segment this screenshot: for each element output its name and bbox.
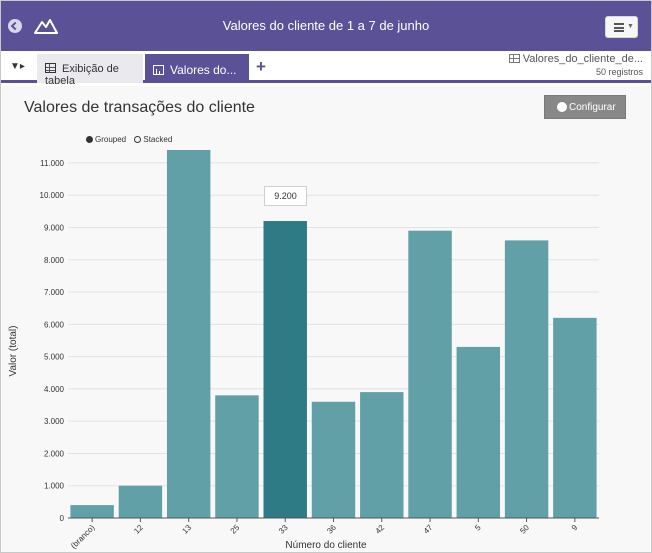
bar-chart: 0 1.000 2.000 3.000 4.000 5.000 6.000 7.000 8.00… [8, 150, 599, 551]
tab-chart-view[interactable]: Valores do... [145, 54, 249, 83]
y-tick-label: 0 [60, 514, 65, 523]
chevron-down-icon: ▼ [627, 23, 634, 30]
bar-tooltip: 9.200 [264, 186, 307, 206]
y-tick-label: 8.000 [44, 256, 65, 265]
x-tick-label: 47 [422, 523, 435, 536]
gear-icon [557, 102, 567, 112]
x-tick-label: 50 [518, 523, 531, 536]
grouped-label: Grouped [95, 135, 127, 144]
configure-button[interactable]: Configurar [544, 95, 626, 119]
title-bar: Valores do cliente de 1 a 7 de junho ▼ [1, 1, 651, 51]
hamburger-icon [614, 23, 624, 32]
bars [70, 150, 597, 518]
tab-bar: ▼▸ Exibição de tabela Valores do... + Va… [1, 51, 651, 87]
radio-unselected-icon [134, 136, 142, 143]
bar-50[interactable] [504, 240, 549, 518]
chart-mode-legend: Grouped Stacked [86, 135, 178, 144]
y-tick-label: 4.000 [44, 385, 65, 394]
x-tick-label: 13 [180, 523, 193, 536]
datasource-icon [508, 54, 520, 63]
bar-12[interactable] [118, 485, 163, 518]
bar-chart-icon [153, 65, 164, 75]
menu-button[interactable]: ▼ [605, 16, 638, 38]
grouped-option[interactable]: Grouped [86, 135, 126, 144]
tab-label: Exibição de tabela [45, 63, 119, 87]
stacked-option[interactable]: Stacked [134, 135, 172, 144]
configure-label: Configurar [569, 102, 616, 113]
y-tick-label: 5.000 [44, 353, 65, 362]
bar-47[interactable] [408, 230, 452, 518]
chart-title: Valores de transações do cliente [24, 99, 255, 116]
bar-5[interactable] [456, 346, 501, 518]
bar-25[interactable] [215, 395, 259, 518]
x-tick-label: 25 [229, 523, 242, 536]
bar-13[interactable] [166, 150, 211, 518]
dataset-info: Valores_do_cliente_de... 50 registros [508, 53, 643, 77]
add-tab-icon[interactable]: + [256, 57, 266, 76]
y-tick-label: 11.000 [40, 159, 64, 168]
radio-selected-icon [86, 136, 93, 143]
dataset-name[interactable]: Valores_do_cliente_de... [508, 53, 643, 65]
y-axis-label: Valor (total) [8, 326, 19, 377]
x-tick-label: 5 [473, 523, 483, 533]
window-title: Valores do cliente de 1 a 7 de junho [222, 18, 430, 33]
x-tick-label: (branco) [69, 523, 97, 551]
table-icon [45, 63, 56, 73]
tab-table-view[interactable]: Exibição de tabela [37, 54, 143, 87]
x-tick-label: 12 [132, 523, 145, 536]
bar-36[interactable] [311, 401, 356, 518]
mountain-logo-icon [34, 19, 58, 34]
x-tick-label: 33 [277, 523, 290, 536]
record-count: 50 registros [595, 67, 643, 77]
y-tick-label: 9.000 [44, 223, 65, 232]
bar-9[interactable] [553, 317, 597, 518]
back-icon[interactable] [8, 19, 22, 33]
dataset-name-text: Valores_do_cliente_de... [522, 53, 643, 65]
y-tick-label: 10.000 [40, 191, 65, 200]
chart-panel: Valores de transações do cliente Configu… [2, 86, 650, 552]
x-tick-label: 42 [374, 523, 387, 536]
bar-42[interactable] [360, 392, 404, 518]
tab-label: Valores do... [170, 63, 237, 77]
x-axis-label: Número do cliente [285, 540, 367, 551]
y-tick-label: 1.000 [44, 482, 65, 491]
y-tick-label: 3.000 [44, 417, 65, 426]
y-axis-ticks: 0 1.000 2.000 3.000 4.000 5.000 6.000 7.000 8.00… [40, 159, 65, 523]
y-tick-label: 2.000 [44, 449, 65, 458]
y-tick-label: 6.000 [44, 320, 65, 329]
bar-33[interactable] [263, 221, 307, 518]
bar-branco[interactable] [70, 505, 114, 518]
filter-icon[interactable]: ▼▸ [10, 61, 25, 72]
y-tick-label: 7.000 [44, 288, 65, 297]
stacked-label: Stacked [143, 135, 173, 144]
x-tick-label: 36 [325, 523, 338, 536]
x-tick-label: 9 [570, 523, 580, 533]
